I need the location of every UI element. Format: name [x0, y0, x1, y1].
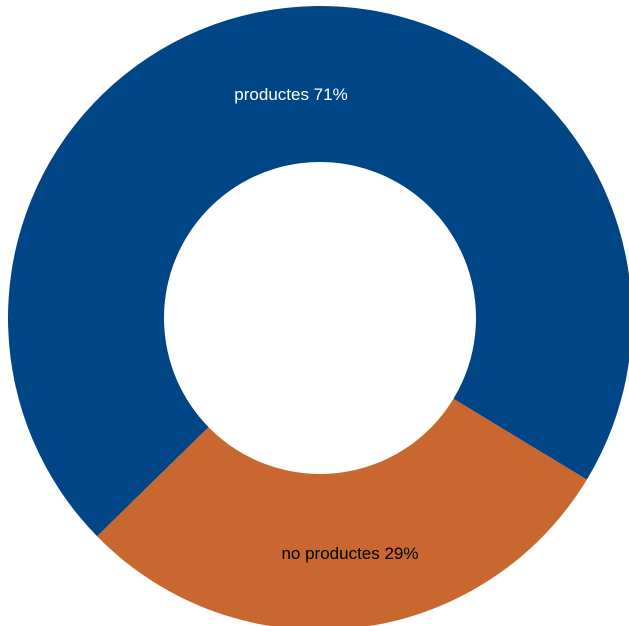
slice-label-no-productes: no productes 29%: [281, 544, 418, 563]
slice-label-productes: productes 71%: [234, 85, 347, 104]
slices-group: [8, 6, 629, 626]
slice-productes: [8, 6, 629, 537]
slice-no-productes: [97, 398, 587, 626]
